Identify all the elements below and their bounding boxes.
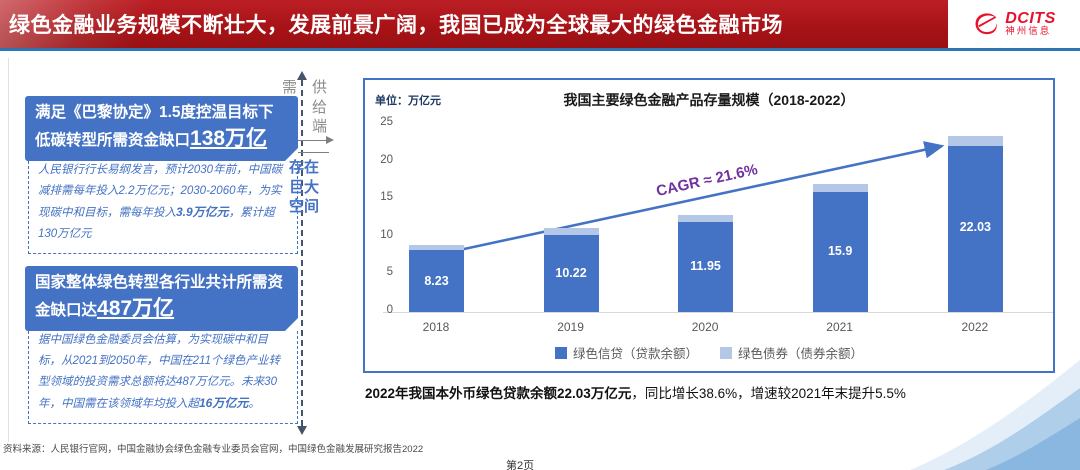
callout-box-2-header: 国家整体绿色转型各行业共计所需资 金缺口达487万亿: [25, 266, 298, 331]
left-rail-line: [8, 58, 9, 442]
bar-value-label: 15.9: [827, 243, 853, 258]
box2-key-number: 487万亿: [97, 297, 175, 320]
bar-segment-green-bond: [812, 184, 868, 193]
logo-wordmark: DCITS: [1005, 9, 1056, 27]
bar-value-label: 11.95: [690, 259, 721, 274]
title-bar: 绿色金融业务规模不断壮大，发展前景广阔，我国已成为全球最大的绿色金融市场 DCI…: [0, 0, 1080, 48]
cagr-annotation: CAGR ≈ 21.6%: [654, 161, 760, 200]
dashed-line-up-arrowhead: [297, 71, 307, 80]
y-axis-tick: 25: [380, 116, 393, 128]
huge-gap-label: 存在巨大空间: [289, 159, 320, 215]
box1-body-text: 人民银行行长易纲发言，预计2030年前，中国碳减排需每年投入2.2万亿元；203…: [38, 164, 283, 219]
box2-body-text-2: 。: [248, 397, 260, 410]
supply-demand-dashed-line: [301, 80, 303, 426]
chart-plot-area: CAGR ≈ 21.6% 8.23 2018 10.22 2019 11.95 2020 1…: [383, 124, 1053, 334]
box1-title-line1: 满足《巴黎协定》1.5度控温目标下: [35, 104, 274, 121]
legend-item: 绿色信贷（贷款余额）: [554, 343, 698, 362]
bar-segment-green-credit: [678, 222, 734, 312]
x-axis-label: 2022: [961, 320, 989, 334]
summary-regular-part: ，同比增长38.6%，增速较2021年末提升5.5%: [631, 386, 906, 401]
bar-value-label: 8.23: [424, 273, 449, 288]
bar-value-label: 10.22: [555, 266, 587, 281]
box2-body-text: 据中国绿色金融委员会估算，为实现碳中和目标，从2021到2050年，中国在211…: [38, 334, 280, 410]
bar-2020: 11.95: [678, 214, 734, 312]
callout-box-1-header: 满足《巴黎协定》1.5度控温目标下 低碳转型所需资金缺口138万亿: [25, 96, 298, 161]
source-note: 资料来源：人民银行官网，中国金融协会绿色金融专业委员会官网，中国绿色金融发展研究…: [3, 444, 424, 455]
x-axis-label: 2019: [557, 320, 584, 334]
y-axis-tick: 0: [386, 304, 393, 316]
box1-key-number: 138万亿: [190, 127, 268, 150]
page-number: 第2页: [506, 460, 535, 470]
bar-segment-green-credit: [947, 146, 1003, 312]
bar-value-label: 22.03: [959, 219, 991, 234]
bar-2021: 15.9: [812, 184, 868, 312]
x-axis-line: [383, 311, 1053, 313]
y-axis-tick: 10: [380, 228, 393, 241]
box2-body-bold: 16万亿元: [199, 395, 249, 410]
y-axis-tick: 15: [380, 191, 393, 204]
bar-2018: 8.23: [409, 244, 464, 312]
summary-bold-part: 2022年我国本外币绿色贷款余额22.03万亿元: [365, 386, 632, 401]
dcits-logo-icon: [975, 13, 997, 35]
box1-body-bold: 3.9万亿元: [176, 204, 229, 219]
x-axis-label: 2018: [422, 320, 450, 334]
callout-box-1-body: 人民银行行长易纲发言，预计2030年前，中国碳减排需每年投入2.2万亿元；203…: [28, 151, 298, 254]
box2-title-line2: 金缺口达: [35, 302, 98, 319]
legend-swatch: [720, 346, 732, 359]
bar-segment-green-bond: [678, 214, 734, 223]
x-axis-label: 2021: [826, 320, 853, 334]
exchange-arrow-right: [277, 136, 334, 145]
bar-2022: 22.03: [947, 135, 1003, 312]
bar-segment-green-credit: [409, 250, 464, 312]
legend-label: 绿色债券（债券余额）: [738, 347, 864, 361]
dcits-logo: DCITS 神州信息: [948, 0, 1080, 48]
header-divider-line: [0, 48, 1080, 51]
box1-title-line2: 低碳转型所需资金缺口: [35, 132, 191, 149]
box2-title-line1: 国家整体绿色转型各行业共计所需资: [35, 274, 284, 291]
bar-segment-green-credit: [812, 192, 868, 312]
bar-segment-green-credit: [543, 235, 599, 312]
legend-swatch: [554, 346, 567, 359]
callout-box-2-body: 据中国绿色金融委员会估算，为实现碳中和目标，从2021到2050年，中国在211…: [28, 321, 298, 424]
title-banner: 绿色金融业务规模不断壮大，发展前景广阔，我国已成为全球最大的绿色金融市场: [0, 0, 948, 48]
logo-text-block: DCITS 神州信息: [1005, 9, 1056, 38]
summary-text: 2022年我国本外币绿色贷款余额22.03万亿元，同比增长38.6%，增速较20…: [365, 382, 906, 402]
page-title: 绿色金融业务规模不断壮大，发展前景广阔，我国已成为全球最大的绿色金融市场: [9, 14, 783, 37]
bar-segment-green-bond: [409, 244, 464, 251]
dashed-line-down-arrowhead: [297, 426, 307, 435]
corner-swoosh-decoration: [910, 360, 1080, 470]
legend-label: 绿色信贷（贷款余额）: [572, 347, 698, 361]
chart-unit-label: 单位：万亿元: [375, 95, 441, 107]
box1-body-text-2: ，累计超130万亿元: [38, 206, 275, 240]
legend-item: 绿色债券（债券余额）: [720, 343, 863, 362]
y-axis-tick: 20: [380, 153, 393, 166]
bar-segment-green-bond: [543, 227, 599, 236]
bar-segment-green-bond: [947, 135, 1003, 147]
supply-side-label: 供给端: [312, 79, 328, 135]
x-axis-label: 2020: [691, 320, 719, 334]
chart-panel: 单位：万亿元 我国主要绿色金融产品存量规模（2018-2022） CAGR ≈ …: [363, 78, 1055, 373]
chart-title: 我国主要绿色金融产品存量规模（2018-2022）: [563, 92, 855, 108]
logo-chinese-name: 神州信息: [1005, 26, 1052, 38]
bar-2019: 10.22: [543, 227, 599, 312]
y-axis-tick: 5: [386, 266, 393, 279]
chart-legend: 绿色信贷（贷款余额） 绿色债券（债券余额）: [365, 343, 1053, 362]
